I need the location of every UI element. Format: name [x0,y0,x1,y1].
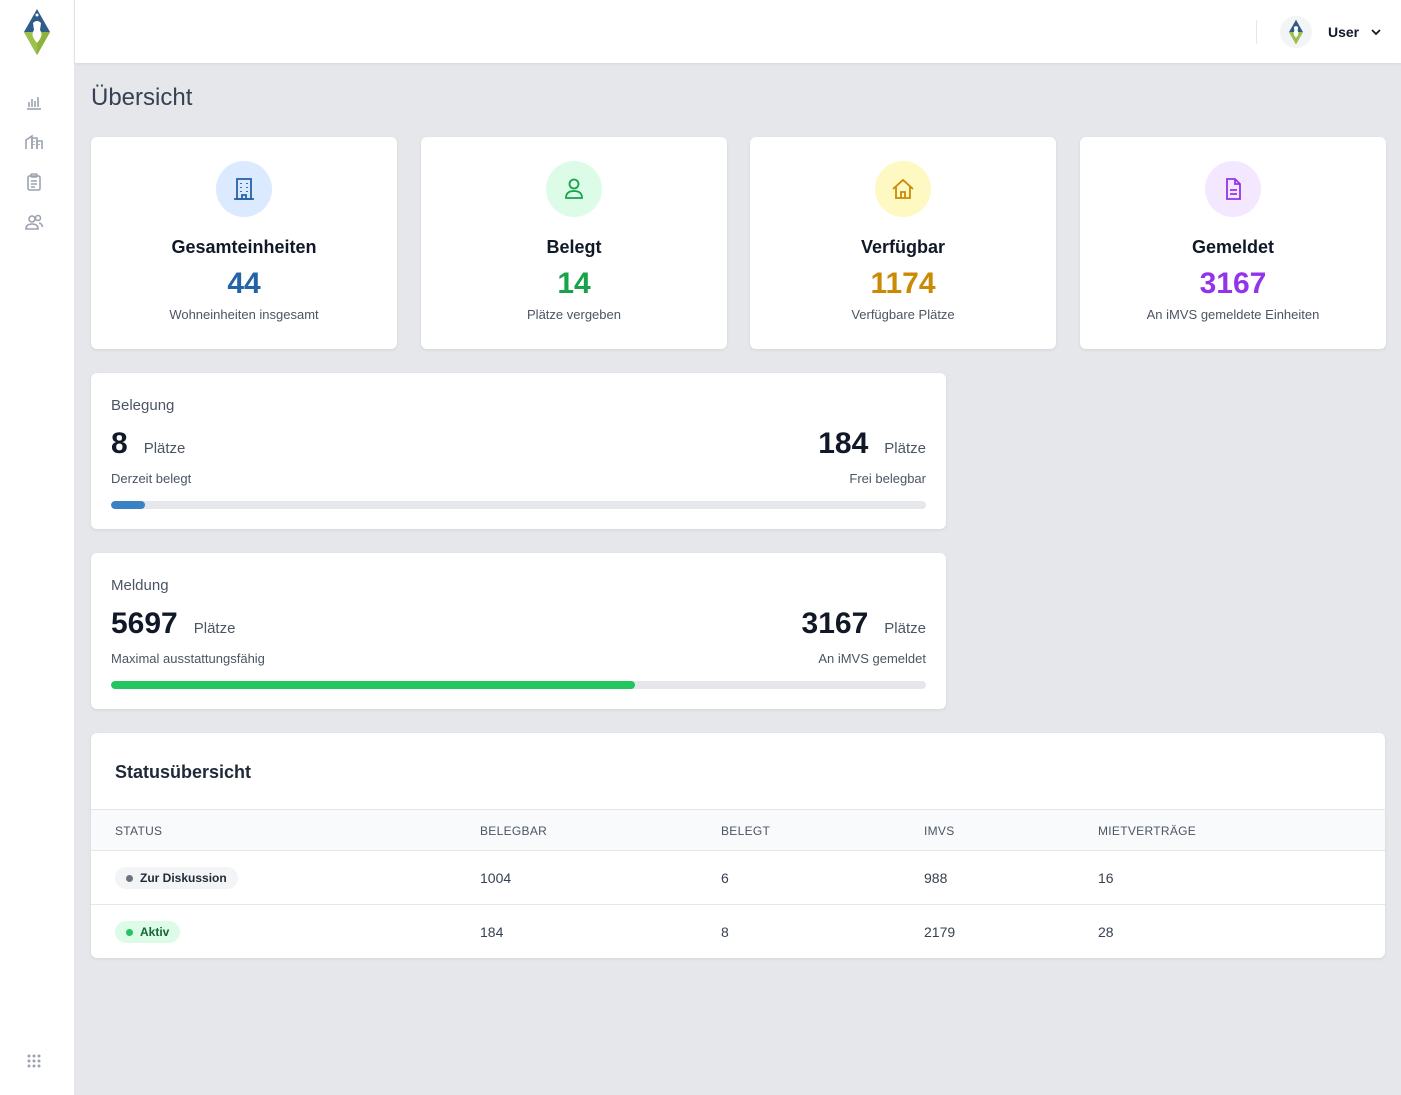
page-title: Übersicht [91,84,193,111]
belegung-left-stat: 8 Plätze [111,427,185,461]
chevron-down-icon [1371,29,1381,36]
status-table-card: Statusübersicht STATUS BELEGBAR BELEGT I… [91,733,1385,958]
table-header: STATUS BELEGBAR BELEGT IMVS MIETVERTRÄGE [91,809,1385,851]
cell-belegbar: 184 [480,924,504,940]
cell-mietvertraege: 28 [1098,924,1114,940]
user-name: User [1328,24,1360,40]
belegung-progress-fill [111,501,146,509]
stat-value: 44 [227,267,261,300]
cell-mietvertraege: 16 [1098,870,1114,886]
sidebar [0,0,75,1095]
stat-title: Belegt [546,237,602,257]
status-dot [126,928,133,936]
cell-belegt: 6 [721,870,729,886]
table-row[interactable]: Aktiv 184 8 2179 28 [91,905,1385,959]
stat-title: Gesamteinheiten [171,237,317,257]
stat-title: Verfügbar [860,237,946,257]
cell-belegt: 8 [721,924,729,940]
cell-imvs: 988 [924,870,948,886]
column-header-belegt: BELEGT [721,824,771,838]
stat-subtitle: Verfügbare Plätze [851,307,955,322]
document-icon [1205,161,1261,217]
stat-subtitle: An iMVS gemeldete Einheiten [1146,307,1320,322]
apps-grid-icon[interactable] [23,1050,45,1072]
stat-card-gemeldet: Gemeldet 3167 An iMVS gemeldete Einheite… [1080,137,1386,349]
status-badge: Zur Diskussion [115,867,238,889]
status-label: Zur Diskussion [140,871,227,885]
belegung-left-label: Derzeit belegt [111,471,192,486]
column-header-status: STATUS [115,824,163,838]
meldung-left-stat: 5697 Plätze [111,607,235,641]
users-icon[interactable] [23,211,45,233]
meldung-left-label: Maximal ausstattungsfähig [111,651,265,666]
user-icon [546,161,602,217]
meldung-right-label: An iMVS gemeldet [818,651,926,666]
stat-subtitle: Plätze vergeben [527,307,621,322]
user-menu[interactable]: User [1280,15,1383,49]
status-label: Aktiv [140,925,170,939]
meldung-progress-track [111,681,926,689]
belegung-right-stat: 184 Plätze [818,427,926,461]
meldung-right-unit: Plätze [884,620,926,637]
stat-card-belegt: Belegt 14 Plätze vergeben [421,137,727,349]
stat-value: 14 [557,267,591,300]
belegung-right-unit: Plätze [884,440,926,457]
stat-subtitle: Wohneinheiten insgesamt [169,307,319,322]
stat-card-gesamteinheiten: Gesamteinheiten 44 Wohneinheiten insgesa… [91,137,397,349]
top-bar: User [75,0,1401,63]
meldung-right-value: 3167 [801,607,869,640]
belegung-right-value: 184 [818,427,869,460]
home-icon [875,161,931,217]
topbar-divider [1256,20,1257,44]
belegung-progress-track [111,501,926,509]
meldung-right-stat: 3167 Plätze [802,607,926,641]
belegung-left-value: 8 [111,427,128,460]
table-row[interactable]: Zur Diskussion 1004 6 988 16 [91,851,1385,905]
stat-card-verfuegbar: Verfügbar 1174 Verfügbare Plätze [750,137,1056,349]
meldung-card: Meldung 5697 Plätze 3167 Plätze Maximal … [91,553,946,709]
building-icon [216,161,272,217]
status-badge: Aktiv [115,921,181,943]
coat-of-arms-avatar [1280,16,1312,48]
column-header-imvs: IMVS [924,824,955,838]
column-header-mietvertraege: MIETVERTRÄGE [1098,824,1197,838]
belegung-left-unit: Plätze [143,440,186,457]
buildings-icon[interactable] [23,131,45,153]
clipboard-icon[interactable] [23,171,45,193]
stat-value: 3167 [1199,267,1267,300]
meldung-progress-fill [111,681,636,689]
belegung-card: Belegung 8 Plätze 184 Plätze Derzeit bel… [91,373,946,529]
meldung-left-unit: Plätze [193,620,236,637]
column-header-belegbar: BELEGBAR [480,824,548,838]
status-dot [126,874,133,882]
cell-imvs: 2179 [924,924,956,940]
cell-belegbar: 1004 [480,870,512,886]
belegung-right-label: Frei belegbar [849,471,926,486]
meldung-title: Meldung [111,577,169,594]
stat-value: 1174 [870,267,936,300]
bar-chart-icon[interactable] [23,91,45,113]
status-table-title: Statusübersicht [115,762,252,782]
stat-title: Gemeldet [1191,237,1275,257]
belegung-title: Belegung [111,397,175,414]
coat-of-arms-logo[interactable] [22,8,52,56]
meldung-left-value: 5697 [111,607,178,640]
